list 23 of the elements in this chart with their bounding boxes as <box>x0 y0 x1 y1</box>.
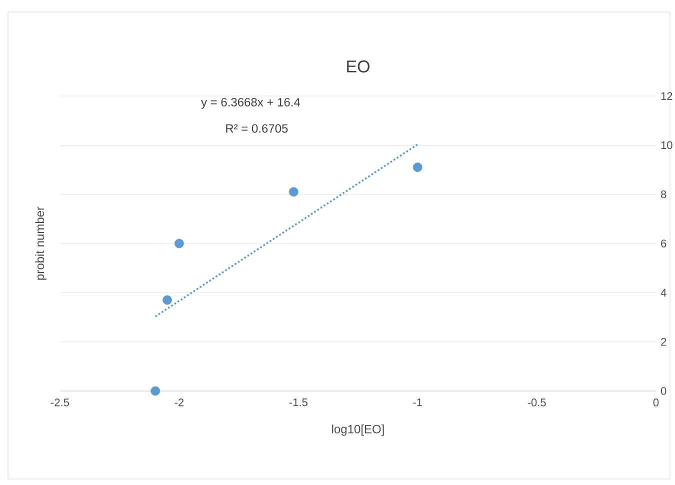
point <box>412 162 422 172</box>
y-tick-label: 12 <box>661 92 672 100</box>
chart-title: EO <box>347 60 370 72</box>
x-tick-label: -2 <box>174 398 184 406</box>
x-tick-label: -2.5 <box>51 398 70 406</box>
point <box>162 295 172 305</box>
y-axis-title: probit number <box>35 206 46 280</box>
point <box>288 187 298 197</box>
y-tick-label: 6 <box>661 240 666 248</box>
y-tick-label: 4 <box>660 288 666 296</box>
y-tick-label: 10 <box>661 141 672 150</box>
y-tick-label: 8 <box>661 190 666 198</box>
point <box>150 386 160 396</box>
x-tick-label: -0.5 <box>528 398 546 406</box>
x-axis-title: log10[EO] <box>332 424 384 436</box>
annotation: R² = 0.6705 <box>226 124 288 133</box>
y-tick-label: 2 <box>661 338 666 346</box>
x-tick-label: 0 <box>653 398 659 406</box>
annotation: y = 6.3668x + 16.4 <box>201 98 300 109</box>
x-tick-label: -1.5 <box>289 398 308 406</box>
y-tick-label: 0 <box>660 387 666 395</box>
x-tick-label: -1 <box>413 398 422 406</box>
point <box>174 238 184 248</box>
